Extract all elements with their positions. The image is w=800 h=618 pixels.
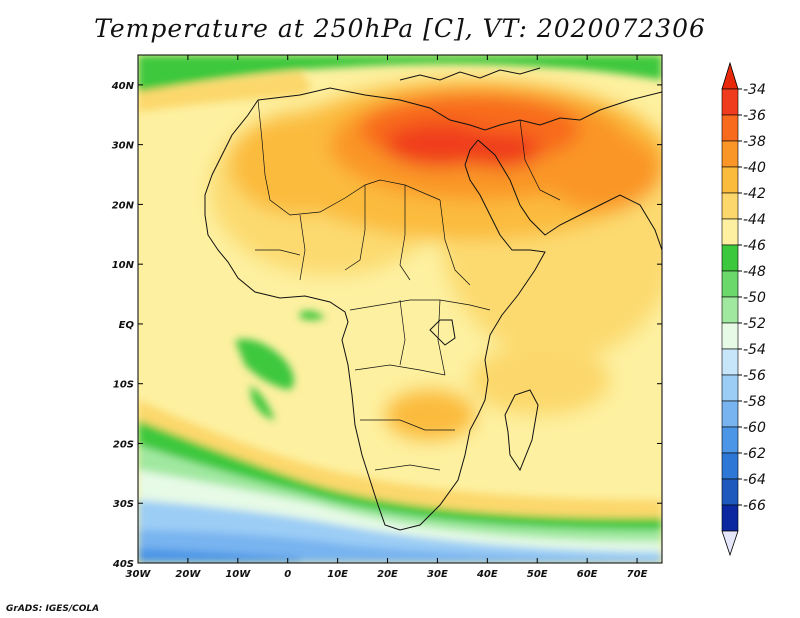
lon-tick-label: 70E (627, 569, 648, 580)
colorbar-swatch (721, 88, 739, 116)
lat-tick-label: 20N (112, 200, 135, 211)
colorbar-label: -58 (743, 394, 766, 410)
lon-tick-label: 10E (327, 569, 348, 580)
colorbar-label: -34 (743, 82, 766, 98)
colorbar-label: -56 (743, 368, 766, 384)
colorbar-swatch (721, 348, 739, 376)
colorbar-label: -44 (743, 212, 766, 228)
colorbar-swatch (721, 166, 739, 194)
colorbar-swatch (721, 426, 739, 454)
temperature-field (138, 55, 662, 563)
lon-tick-label: 30W (126, 569, 152, 580)
colorbar-swatch (721, 400, 739, 428)
colorbar-label: -42 (743, 186, 766, 202)
lon-tick-label: 30E (427, 569, 448, 580)
colorbar-label: -38 (743, 134, 766, 150)
colorbar-label: -46 (743, 238, 766, 254)
colorbar-swatch (721, 270, 739, 298)
colorbar-label: -60 (743, 420, 766, 436)
colorbar-over-triangle (721, 61, 739, 90)
colorbar-swatch (721, 218, 739, 246)
lon-tick-label: 20E (377, 569, 398, 580)
colorbar-swatch (721, 504, 739, 532)
colorbar-swatch (721, 452, 739, 480)
lon-axis: 30W 20W 10W 0 10E 20E 30E 40E 50E 60E 70E (126, 55, 648, 580)
country-borders (255, 99, 561, 471)
map-title: Temperature at 250hPa [C], VT: 202007230… (94, 14, 706, 43)
colorbar-swatch (721, 140, 739, 168)
colorbar-label: -66 (743, 498, 766, 514)
lat-axis: 40S 30S 20S 10S EQ 10N 20N 30N 40N (111, 81, 662, 570)
colorbar-label: -64 (743, 472, 766, 488)
colorbar-under-triangle (721, 530, 739, 557)
lat-tick-label: 10N (112, 260, 135, 271)
colorbar-swatch (721, 192, 739, 220)
lat-tick-label: 10S (113, 380, 134, 391)
lon-tick-label: 10W (225, 569, 251, 580)
colorbar-label: -50 (743, 290, 766, 306)
lat-tick-label: 40N (111, 81, 135, 92)
lat-tick-label: 20S (113, 439, 134, 450)
colorbar-label: -48 (743, 264, 766, 280)
lat-tick-label: 40S (112, 559, 134, 570)
coastlines (204, 67, 662, 531)
colorbar-label: -36 (743, 108, 766, 124)
colorbar: -34 -36 -38 -40 -42 -44 -46 -48 -50 -52 -54 -56 -58 -… (721, 61, 766, 557)
lon-tick-label: 20W (175, 569, 201, 580)
lon-tick-label: 50E (527, 569, 548, 580)
colorbar-swatch (721, 296, 739, 324)
colorbar-swatch (721, 114, 739, 142)
colorbar-swatch (721, 478, 739, 506)
lat-tick-label: EQ (119, 320, 135, 331)
colorbar-swatch (721, 322, 739, 350)
colorbar-label: -52 (743, 316, 766, 332)
colorbar-label: -40 (743, 160, 766, 176)
colorbar-label: -54 (743, 342, 766, 358)
lon-tick-label: 60E (577, 569, 598, 580)
lat-tick-label: 30N (112, 141, 135, 152)
grads-credit: GrADS: IGES/COLA (6, 604, 100, 614)
map-frame (137, 54, 663, 564)
lon-tick-label: 40E (476, 569, 498, 580)
colorbar-swatch (721, 374, 739, 402)
lat-tick-label: 30S (113, 499, 134, 510)
lon-tick-label: 0 (284, 569, 291, 580)
colorbar-label: -62 (743, 446, 766, 462)
colorbar-swatch (721, 244, 739, 272)
